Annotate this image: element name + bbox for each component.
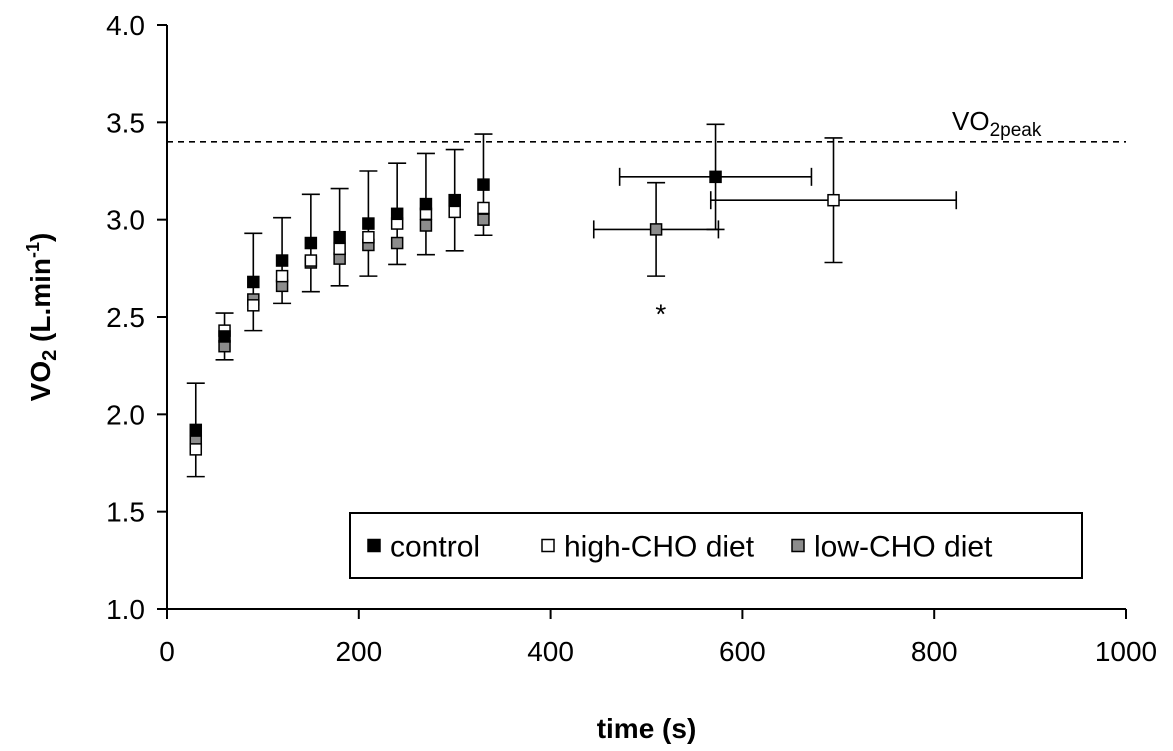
annotations: *: [655, 298, 666, 329]
data-markers: [189, 170, 840, 456]
y-axis-label-main: VO: [25, 361, 56, 401]
marker-high-cho-diet: [362, 230, 375, 244]
marker-control: [189, 423, 203, 437]
marker-high-cho-diet: [448, 205, 461, 219]
marker-control: [333, 230, 346, 244]
y-tick-label: 4.0: [106, 10, 145, 41]
y-tick-label: 2.5: [106, 302, 145, 333]
marker-control: [419, 197, 433, 211]
y-axis-label-sup: -1: [23, 242, 43, 258]
x-tick-label: 200: [335, 636, 382, 667]
legend-marker: [367, 538, 381, 553]
reference-line-label-main: VO: [952, 106, 990, 136]
x-axis-label: time (s): [597, 713, 697, 744]
marker-low-cho-diet: [419, 219, 433, 232]
marker-control: [477, 178, 490, 191]
marker-control: [247, 275, 260, 289]
reference-line-label: VO2peak: [952, 106, 1042, 141]
y-tick-label: 3.5: [106, 107, 145, 138]
marker-high-cho-diet: [189, 443, 203, 456]
marker-control: [448, 193, 461, 207]
marker-control: [390, 207, 404, 221]
y-tick-label: 3.0: [106, 205, 145, 236]
marker-high-cho-diet: [827, 193, 840, 207]
marker-high-cho-diet: [477, 201, 490, 215]
marker-control: [218, 330, 231, 343]
y-axis-label-unit: (L.min: [25, 258, 56, 350]
marker-control: [304, 236, 318, 250]
legend-marker: [541, 538, 555, 553]
legend-label: control: [390, 531, 480, 564]
x-tick-label: 600: [719, 636, 766, 667]
legend-marker: [791, 538, 805, 553]
x-tick-label: 800: [911, 636, 958, 667]
y-axis-label: VO2 (L.min-1): [23, 233, 61, 402]
y-tick-label: 2.0: [106, 399, 145, 430]
x-tick-label: 400: [527, 636, 574, 667]
error-bars: [186, 123, 958, 478]
legend-box: [349, 512, 1083, 579]
significance-annotation: *: [655, 298, 666, 329]
marker-high-cho-diet: [275, 269, 289, 283]
y-axis-label-sub: 2: [39, 350, 61, 361]
legend-label: high-CHO diet: [564, 531, 755, 564]
marker-control: [709, 170, 722, 184]
tick-marks: 1.0 1.5 2.0 2.5 3.0 3.5 4.0 0 200 400 600 800 1000: [106, 10, 1157, 667]
x-tick-label: 1000: [1095, 636, 1157, 667]
marker-control: [275, 254, 289, 267]
marker-low-cho-diet: [477, 213, 490, 226]
legend-label: low-CHO diet: [814, 531, 993, 564]
marker-high-cho-diet: [247, 299, 260, 312]
y-axis-label-close: ): [25, 233, 56, 242]
reference-line-label-sub: 2peak: [990, 120, 1042, 141]
marker-low-cho-diet: [390, 236, 404, 250]
y-tick-label: 1.5: [106, 497, 145, 528]
x-tick-label: 0: [159, 636, 175, 667]
marker-high-cho-diet: [333, 242, 346, 256]
marker-low-cho-diet: [649, 223, 663, 236]
legend: control high-CHO diet low-CHO diet: [349, 512, 1083, 579]
marker-high-cho-diet: [304, 254, 318, 267]
marker-control: [362, 217, 375, 230]
y-tick-label: 1.0: [106, 594, 145, 625]
